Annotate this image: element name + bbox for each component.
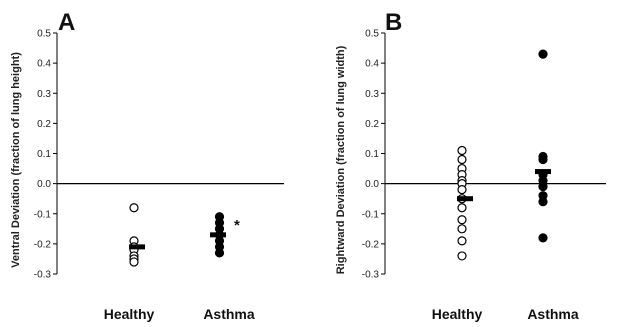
y-axis-label: Ventral Deviation (fraction of lung heig… [10,52,22,268]
data-point-healthy [457,185,467,195]
y-tick-label: 0.5 [37,29,51,40]
panel-a: A Ventral Deviation (fraction of lung he… [10,9,284,322]
data-point-healthy [457,224,467,234]
data-point-healthy [457,215,467,225]
data-point-asthma [538,182,548,192]
category-label-healthy: Healthy [432,306,483,322]
category-label-asthma: Asthma [203,306,255,322]
category-label-asthma: Asthma [527,306,579,322]
y-tick-label: 0.2 [37,119,51,130]
y-tick-label: 0.4 [37,59,51,70]
data-point-asthma [538,233,548,243]
data-point-healthy [457,154,467,165]
significance-marker: * [234,217,240,234]
y-axis-label: Rightward Deviation (fraction of lung wi… [335,45,347,274]
data-point-asthma [538,197,548,207]
data-point-asthma [538,49,548,59]
data-point-asthma [538,154,548,165]
y-tick-label: 0.0 [365,179,379,190]
mean-marker-healthy [457,196,473,202]
y-tick-label: -0.3 [362,270,380,281]
mean-marker-asthma [210,232,226,238]
data-point-healthy [457,203,467,213]
y-tick-label: 0.3 [365,89,379,100]
y-tick-label: 0.2 [365,119,379,130]
y-tick-label: 0.5 [365,29,379,40]
y-tick-label: 0.3 [37,89,51,100]
data-point-healthy [457,236,467,246]
data-point-asthma [214,248,225,258]
y-tick-label: 0.1 [365,149,379,160]
y-tick-label: -0.1 [34,209,52,220]
mean-marker-healthy [129,244,145,250]
data-point-healthy [457,145,467,156]
data-point-healthy [129,257,139,267]
y-tick-label: -0.3 [34,270,52,281]
y-tick-label: 0.4 [365,59,379,70]
panel-letter-a: A [58,9,75,36]
data-point-healthy [457,251,467,261]
data-point-healthy [129,203,139,213]
panel-letter-b: B [385,9,402,36]
y-tick-label: -0.2 [362,239,380,250]
y-tick-label: -0.2 [34,239,52,250]
y-tick-label: 0.1 [37,149,51,160]
mean-marker-asthma [535,169,551,175]
y-tick-label: -0.1 [362,209,380,220]
category-label-healthy: Healthy [104,306,155,322]
y-tick-label: 0.0 [37,179,51,190]
panel-b: B Rightward Deviation (fraction of lung … [335,9,606,322]
